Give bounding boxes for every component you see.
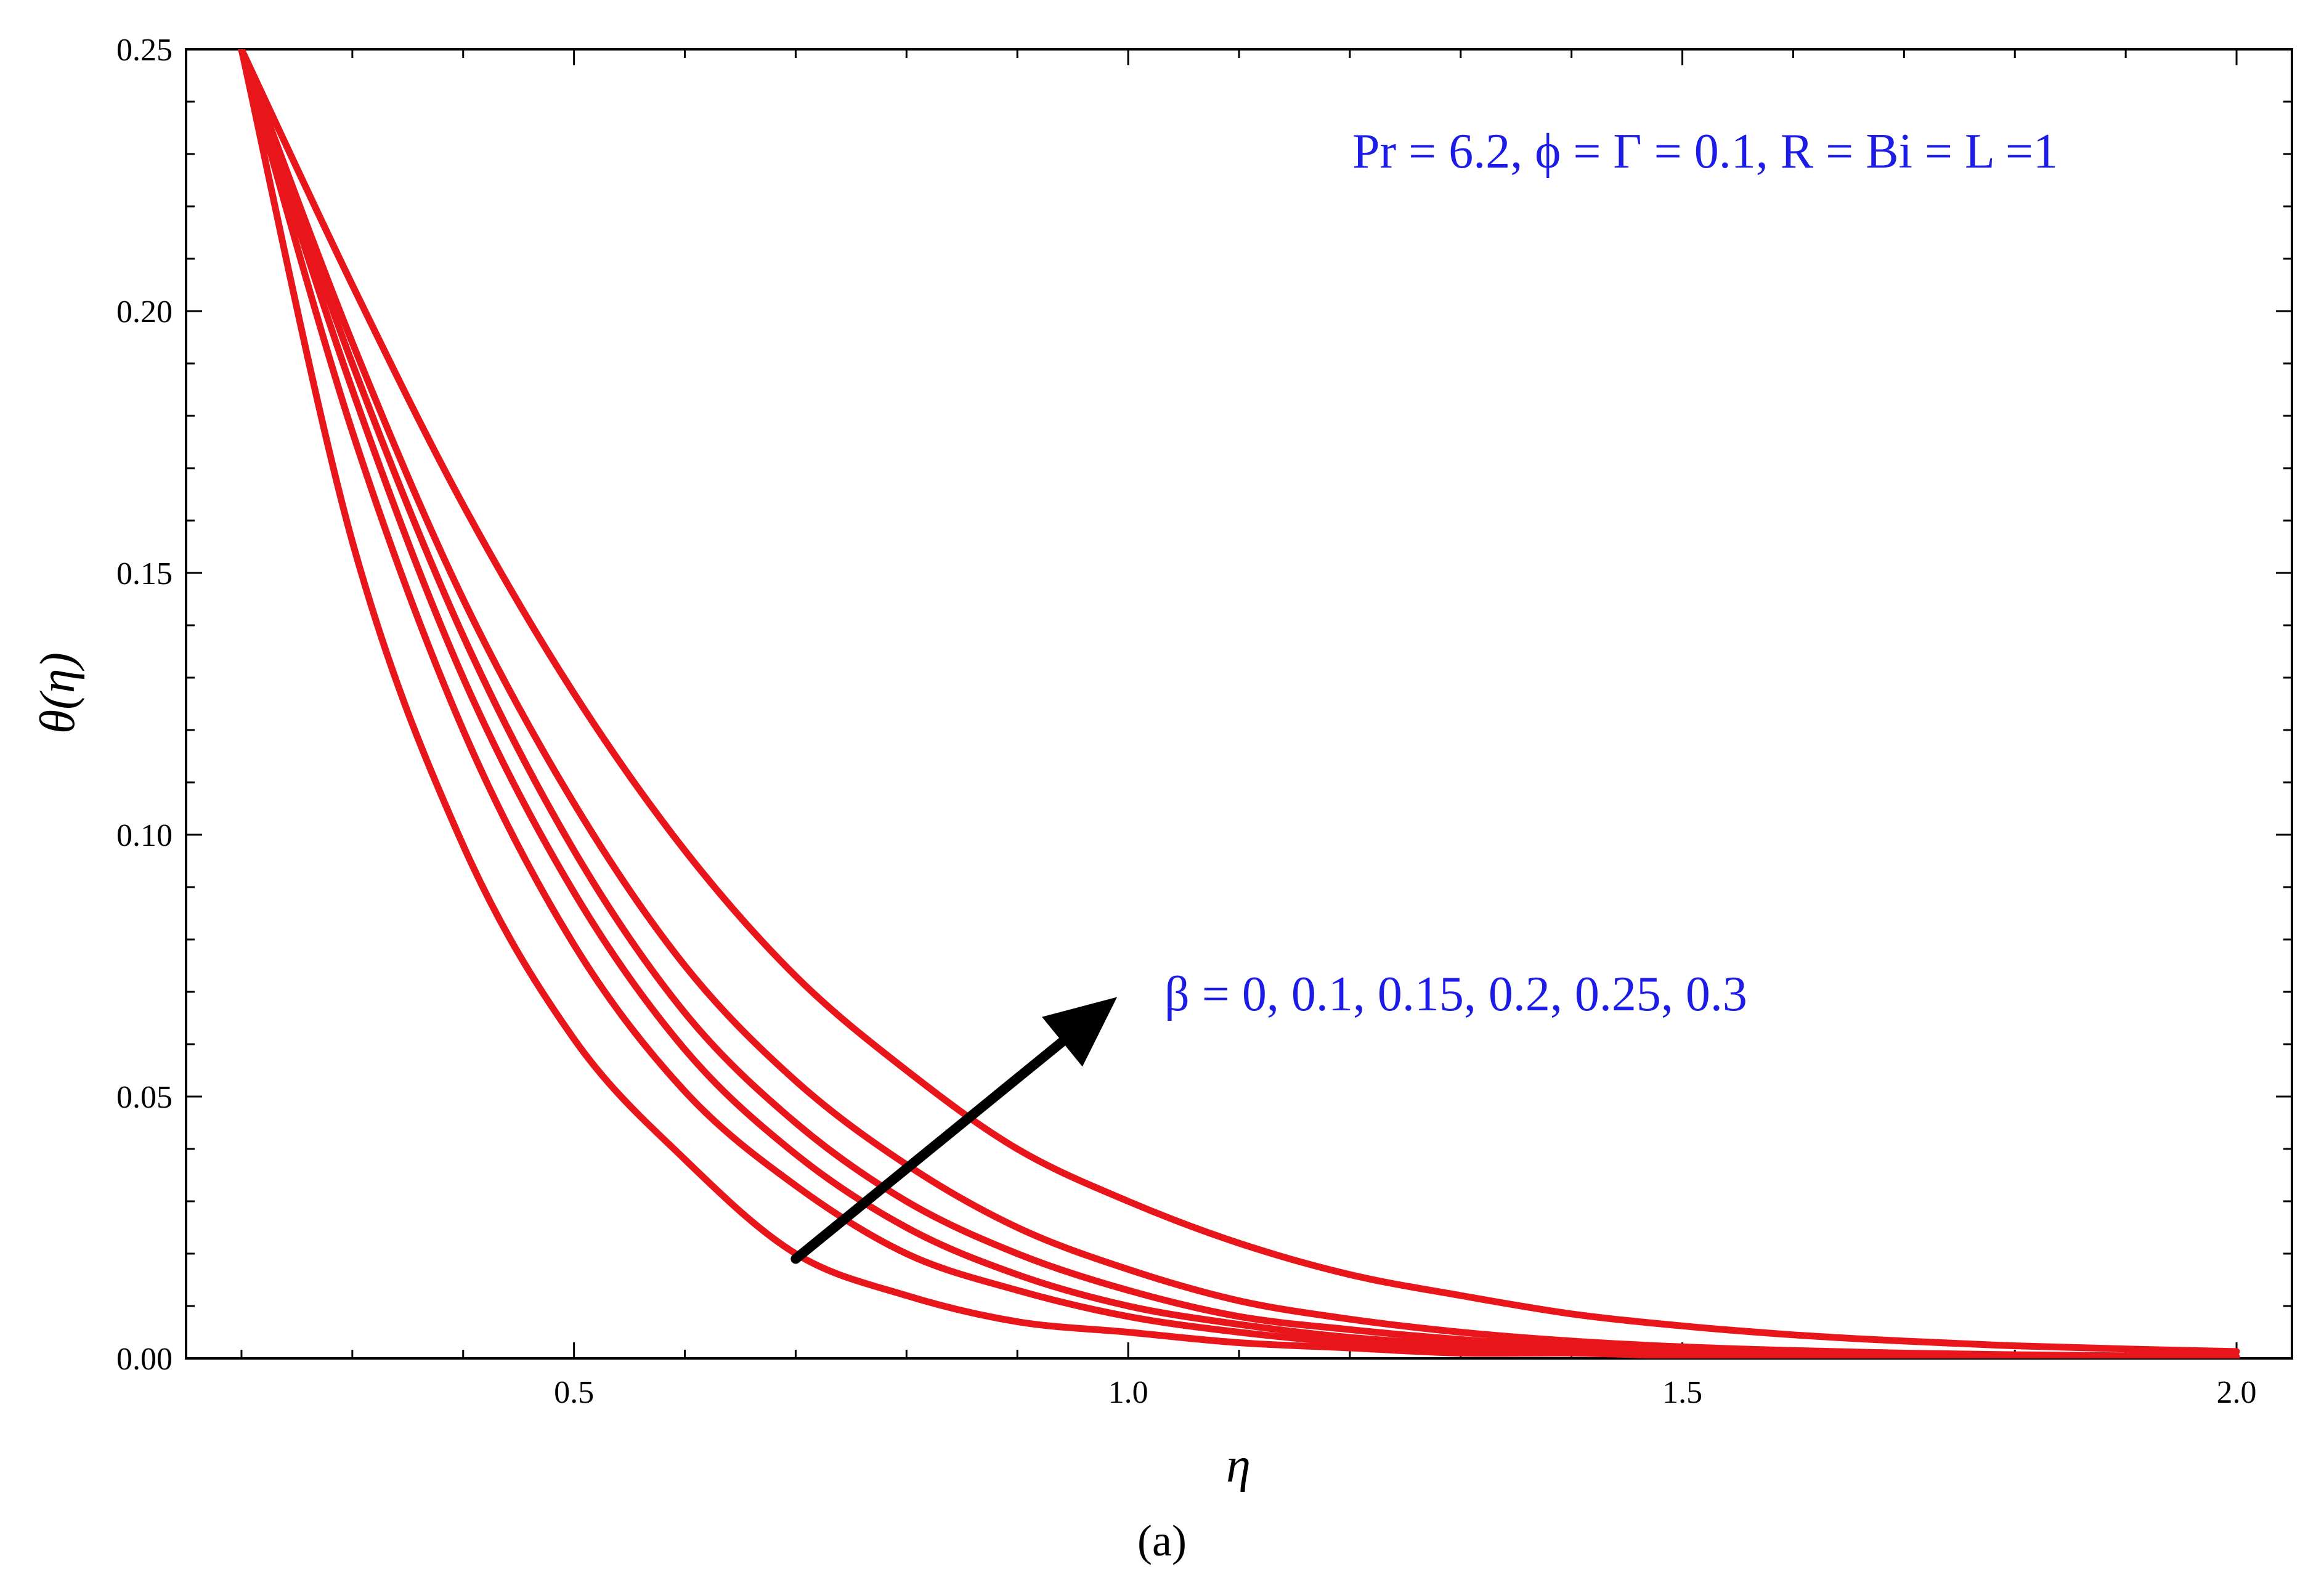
- y-tick-label: 0.20: [116, 294, 173, 330]
- parameters-annotation: Pr = 6.2, ϕ = Γ = 0.1, R = Bi = L =1: [1352, 124, 2058, 179]
- y-tick-label: 0.10: [116, 818, 173, 853]
- arrow-head: [1042, 997, 1118, 1067]
- beta-annotation: β = 0, 0.1, 0.15, 0.2, 0.25, 0.3: [1164, 967, 1747, 1021]
- beta-increase-arrow: [790, 997, 1118, 1264]
- x-tick-label: 0.5: [554, 1375, 594, 1410]
- theta-curve-6: [238, 49, 2240, 1355]
- y-tick-label: 0.25: [116, 33, 173, 68]
- curves: [238, 49, 2240, 1358]
- y-axis-label: θ(η): [31, 652, 85, 734]
- x-tick-label: 1.0: [1108, 1375, 1148, 1410]
- tick-labels: 0.5 1.0 1.5 2.0 0.00 0.05 0.10 0.15 0.20 0.25: [116, 33, 2257, 1410]
- y-tick-label: 0.15: [116, 556, 173, 591]
- y-tick-label: 0.05: [116, 1080, 173, 1115]
- x-tick-label: 1.5: [1662, 1375, 1702, 1410]
- figure-caption: (a): [1137, 1516, 1187, 1565]
- x-axis-label: η: [1226, 1438, 1251, 1493]
- y-tick-label: 0.00: [116, 1342, 173, 1377]
- x-tick-label: 2.0: [2217, 1375, 2257, 1410]
- arrow-shaft: [790, 1037, 1067, 1264]
- theta-curve-5: [238, 49, 2240, 1358]
